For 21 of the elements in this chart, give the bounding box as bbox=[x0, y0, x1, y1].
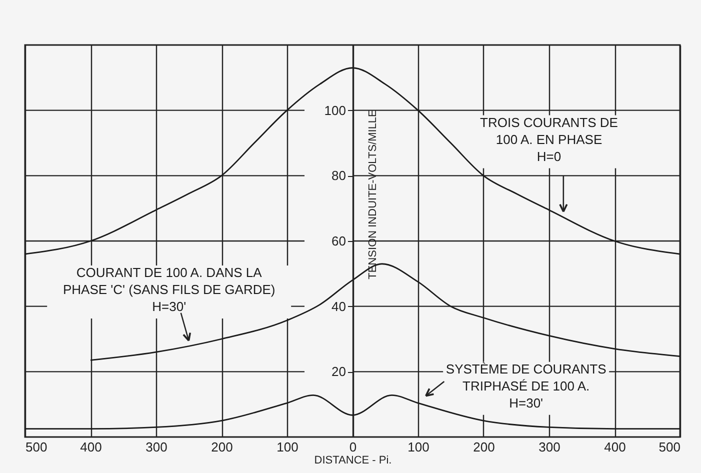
x-tick-label: 300 bbox=[538, 440, 560, 454]
legend-label: SYSTÈME DE COURANTS TRIPHASÉ DE 100 A. H=30' bbox=[446, 362, 607, 410]
y-tick-label: 100 bbox=[324, 102, 346, 118]
series-label: COURANT DE 100 A. DANS LA PHASE 'C' (SANS FILS DE GARDE) H=30' bbox=[62, 265, 276, 314]
y-tick-label: 60 bbox=[332, 234, 346, 248]
y-tick-label: 80 bbox=[332, 168, 346, 184]
x-tick-label: 400 bbox=[604, 440, 626, 454]
y-tick-label: 20 bbox=[332, 364, 346, 380]
x-tick-label: 0 bbox=[349, 440, 357, 454]
y-axis-title: TENSION INDUITE-VOLTS/MILLE bbox=[367, 110, 379, 280]
x-tick-label: 100 bbox=[408, 440, 430, 454]
x-tick-label: 500 bbox=[26, 440, 48, 454]
x-tick-label: 200 bbox=[211, 440, 233, 454]
y-tick-label: 40 bbox=[332, 298, 346, 314]
x-tick-label: 200 bbox=[473, 440, 495, 454]
x-axis-title: DISTANCE - Pi. bbox=[314, 454, 392, 466]
x-tick-label: 400 bbox=[80, 440, 102, 454]
x-tick-label: 500 bbox=[658, 440, 680, 454]
series-label: TROIS COURANTS DE 100 A. EN PHASE H=0 bbox=[480, 114, 618, 164]
x-tick-label: 300 bbox=[146, 440, 168, 454]
x-tick-label: 100 bbox=[276, 440, 298, 454]
